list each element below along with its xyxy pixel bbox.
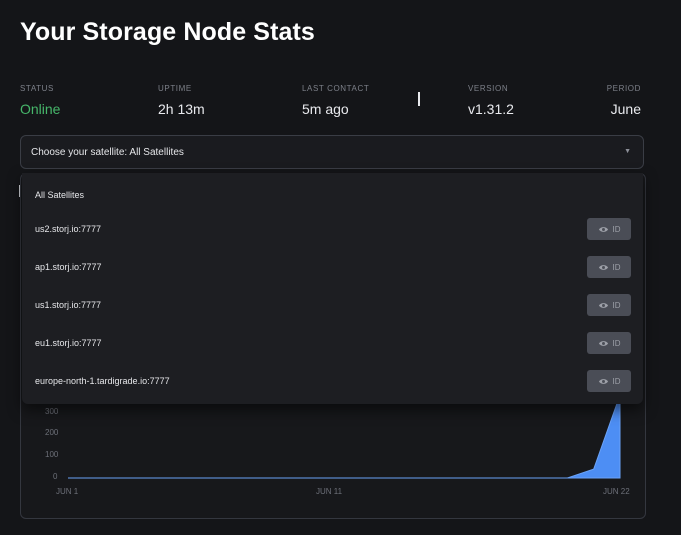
uptime-value: 2h 13m <box>158 101 205 117</box>
satellite-name: europe-north-1.tardigrade.io:7777 <box>35 376 170 386</box>
period-stat: PERIOD June <box>607 84 641 117</box>
show-id-button[interactable]: ID <box>587 332 631 354</box>
eye-icon <box>598 378 608 384</box>
y-tick-label: 0 <box>53 472 58 481</box>
dropdown-option[interactable]: us1.storj.io:7777 ID <box>22 287 643 325</box>
eye-icon <box>598 302 608 308</box>
x-tick-label: JUN 22 <box>603 487 630 496</box>
satellite-dropdown-menu: All Satellites us2.storj.io:7777 ID ap1.… <box>22 173 643 404</box>
satellite-name: ap1.storj.io:7777 <box>35 262 102 272</box>
x-axis-ticks: JUN 1 JUN 11 JUN 22 <box>56 487 630 496</box>
uptime-label: UPTIME <box>158 84 192 93</box>
dropdown-option[interactable]: europe-north-1.tardigrade.io:7777 ID <box>22 363 643 401</box>
version-label: VERSION <box>468 84 509 93</box>
dropdown-option-all-satellites[interactable]: All Satellites <box>35 190 85 200</box>
stat-divider <box>418 92 420 106</box>
id-button-label: ID <box>612 300 621 310</box>
x-tick-label: JUN 11 <box>316 487 343 496</box>
bandwidth-area-series <box>68 395 621 479</box>
id-button-label: ID <box>612 262 621 272</box>
y-tick-label: 300 <box>45 407 59 416</box>
y-tick-label: 100 <box>45 450 59 459</box>
satellite-selector[interactable]: Choose your satellite: All Satellites ▼ <box>20 135 644 169</box>
chevron-down-icon: ▼ <box>624 148 631 155</box>
satellite-name: us1.storj.io:7777 <box>35 300 102 310</box>
eye-icon <box>598 226 608 232</box>
bandwidth-chart: 300 200 100 0 JUN 1 JUN 11 JUN 22 <box>45 395 630 496</box>
id-button-label: ID <box>612 376 621 386</box>
satellite-selector-label: Choose your satellite: <box>31 147 128 158</box>
id-button-label: ID <box>612 224 621 234</box>
uptime-stat: UPTIME 2h 13m <box>158 84 205 117</box>
satellite-name: eu1.storj.io:7777 <box>35 338 102 348</box>
show-id-button[interactable]: ID <box>587 370 631 392</box>
last-contact-label: LAST CONTACT <box>302 84 370 93</box>
last-contact-value: 5m ago <box>302 101 349 117</box>
eye-icon <box>598 340 608 346</box>
satellite-name: us2.storj.io:7777 <box>35 224 102 234</box>
status-label: STATUS <box>20 84 54 93</box>
dropdown-option[interactable]: eu1.storj.io:7777 ID <box>22 325 643 363</box>
show-id-button[interactable]: ID <box>587 218 631 240</box>
eye-icon <box>598 264 608 270</box>
show-id-button[interactable]: ID <box>587 256 631 278</box>
page-title: Your Storage Node Stats <box>20 18 315 46</box>
satellite-selector-text: Choose your satellite: All Satellites <box>31 147 184 158</box>
period-label: PERIOD <box>606 84 641 93</box>
last-contact-stat: LAST CONTACT 5m ago <box>302 84 369 117</box>
version-value: v1.31.2 <box>468 101 514 117</box>
y-axis-ticks: 300 200 100 0 <box>45 407 59 481</box>
y-tick-label: 200 <box>45 428 59 437</box>
status-value: Online <box>20 101 61 117</box>
show-id-button[interactable]: ID <box>587 294 631 316</box>
dropdown-option[interactable]: us2.storj.io:7777 ID <box>22 211 643 249</box>
x-tick-label: JUN 1 <box>56 487 79 496</box>
version-stat: VERSION v1.31.2 <box>468 84 514 117</box>
period-value: June <box>610 101 641 117</box>
satellite-selector-value: All Satellites <box>129 147 184 158</box>
id-button-label: ID <box>612 338 621 348</box>
status-stat: STATUS Online <box>20 84 60 117</box>
dropdown-option[interactable]: ap1.storj.io:7777 ID <box>22 249 643 287</box>
